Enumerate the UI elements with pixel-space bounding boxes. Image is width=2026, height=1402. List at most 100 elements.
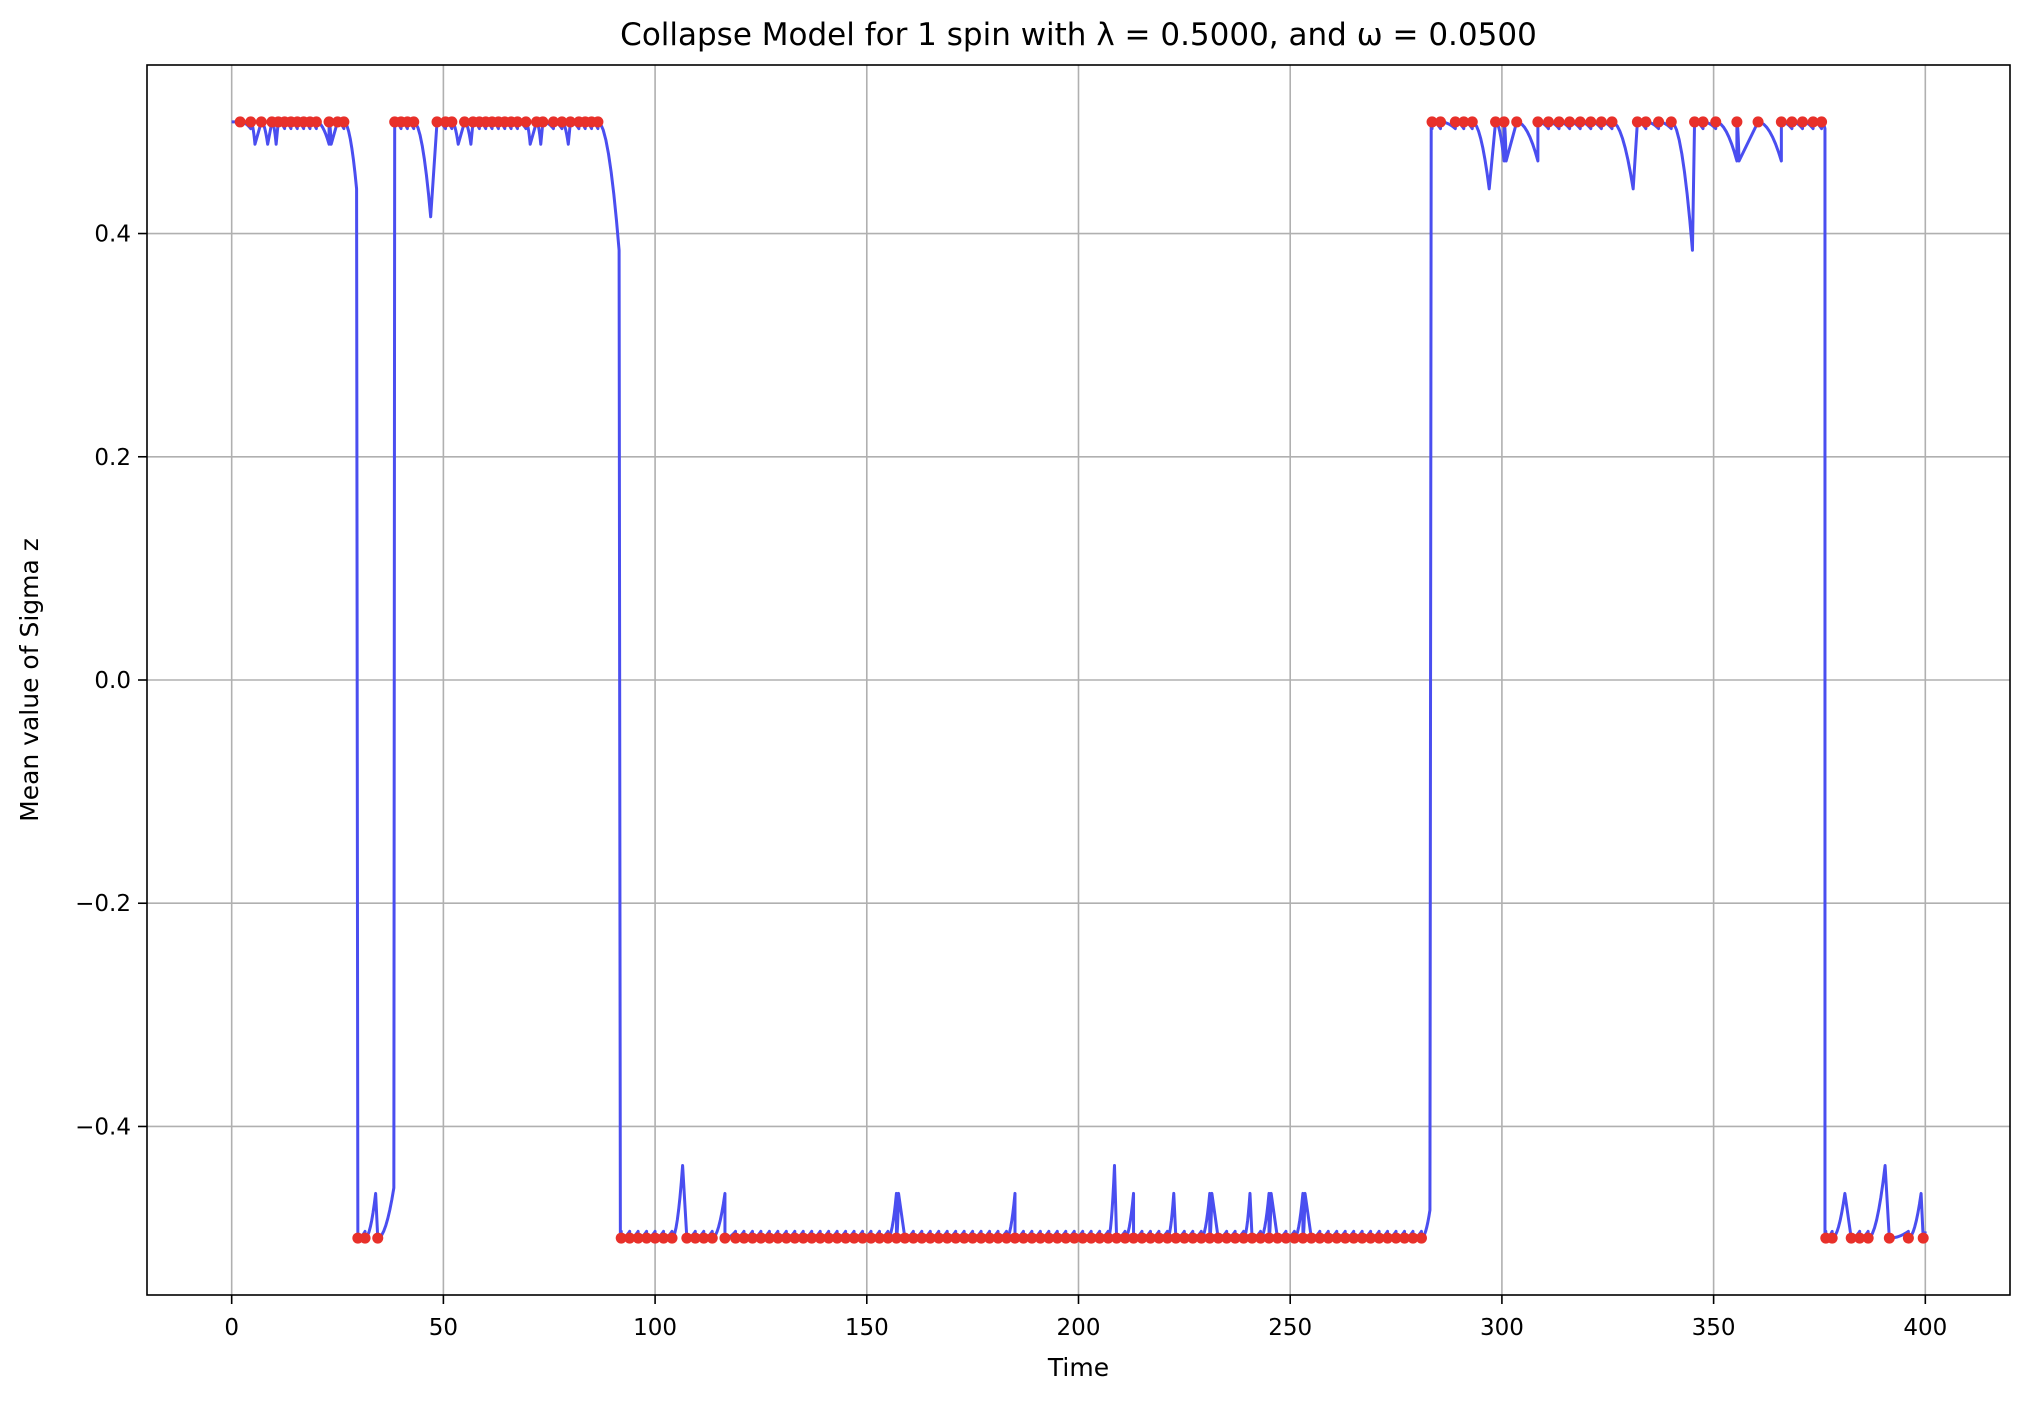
- collapse-event-marker: [746, 1232, 758, 1244]
- collapse-event-marker: [1786, 116, 1798, 128]
- collapse-event-marker: [1356, 1232, 1368, 1244]
- collapse-event-marker: [649, 1232, 661, 1244]
- collapse-event-marker: [1665, 116, 1677, 128]
- y-tick-label: 0.4: [94, 222, 131, 248]
- collapse-event-marker: [992, 1232, 1004, 1244]
- collapse-event-marker: [1511, 116, 1523, 128]
- collapse-event-marker: [1221, 1232, 1233, 1244]
- collapse-event-marker: [789, 1232, 801, 1244]
- collapse-event-marker: [941, 1232, 953, 1244]
- series-layer: [231, 116, 1929, 1244]
- collapse-event-marker: [698, 1232, 710, 1244]
- collapse-event-marker: [797, 1232, 809, 1244]
- collapse-event-marker: [1153, 1232, 1165, 1244]
- collapse-event-marker: [772, 1232, 784, 1244]
- collapse-event-marker: [520, 116, 532, 128]
- x-axis-label: Time: [1047, 1353, 1109, 1382]
- collapse-event-marker: [459, 116, 471, 128]
- x-tick-label: 50: [429, 1315, 458, 1341]
- collapse-event-marker: [234, 116, 246, 128]
- collapse-event-marker: [857, 1232, 869, 1244]
- collapse-event-marker: [658, 1232, 670, 1244]
- collapse-event-marker: [1331, 1232, 1343, 1244]
- chart-title: Collapse Model for 1 spin with λ = 0.500…: [620, 17, 1537, 53]
- collapse-event-marker: [624, 1232, 636, 1244]
- collapse-event-marker: [1187, 1232, 1199, 1244]
- collapse-event-marker: [1585, 116, 1597, 128]
- collapse-event-marker: [1043, 1232, 1055, 1244]
- collapse-event-marker: [984, 1232, 996, 1244]
- collapse-event-marker: [1314, 1232, 1326, 1244]
- y-axis-label: Mean value of Sigma z: [15, 538, 44, 822]
- collapse-event-marker: [408, 116, 420, 128]
- collapse-event-marker: [1498, 116, 1510, 128]
- collapse-event-marker: [1595, 116, 1607, 128]
- collapse-event-marker: [681, 1232, 693, 1244]
- collapse-event-marker: [1238, 1232, 1250, 1244]
- collapse-event-marker: [873, 1232, 885, 1244]
- collapse-event-marker: [1322, 1232, 1334, 1244]
- collapse-event-marker: [1807, 116, 1819, 128]
- collapse-event-marker: [916, 1232, 928, 1244]
- collapse-event-marker: [890, 1232, 902, 1244]
- collapse-event-marker: [592, 116, 604, 128]
- y-tick-label: −0.2: [75, 891, 131, 917]
- collapse-event-marker: [848, 1232, 860, 1244]
- collapse-event-marker: [1339, 1232, 1351, 1244]
- collapse-event-marker: [823, 1232, 835, 1244]
- collapse-event-marker: [1111, 1232, 1123, 1244]
- x-tick-label: 350: [1692, 1315, 1736, 1341]
- collapse-event-marker: [1532, 116, 1544, 128]
- collapse-event-marker: [1653, 116, 1665, 128]
- collapse-event-marker: [755, 1232, 767, 1244]
- collapse-event-marker: [1382, 1232, 1394, 1244]
- collapse-event-marker: [1305, 1232, 1317, 1244]
- collapse-event-marker: [1128, 1232, 1140, 1244]
- collapse-event-marker: [882, 1232, 894, 1244]
- collapse-event-marker: [1862, 1232, 1874, 1244]
- collapse-event-marker: [1094, 1232, 1106, 1244]
- collapse-event-marker: [1902, 1232, 1914, 1244]
- collapse-event-marker: [1365, 1232, 1377, 1244]
- collapse-event-marker: [1816, 116, 1828, 128]
- collapse-event-marker: [1373, 1232, 1385, 1244]
- collapse-event-marker: [1017, 1232, 1029, 1244]
- x-tick-label: 0: [224, 1315, 239, 1341]
- grid: [147, 65, 2010, 1295]
- collapse-event-marker: [1631, 116, 1643, 128]
- collapse-event-marker: [1060, 1232, 1072, 1244]
- collapse-event-marker: [1854, 1232, 1866, 1244]
- collapse-event-marker: [372, 1232, 384, 1244]
- collapse-event-marker: [958, 1232, 970, 1244]
- collapse-event-marker: [738, 1232, 750, 1244]
- collapse-event-marker: [245, 116, 257, 128]
- x-tick-label: 300: [1480, 1315, 1524, 1341]
- collapse-event-marker: [359, 1232, 371, 1244]
- collapse-event-marker: [1288, 1232, 1300, 1244]
- collapse-event-marker: [564, 116, 576, 128]
- collapse-event-marker: [1077, 1232, 1089, 1244]
- collapse-event-marker: [615, 1232, 627, 1244]
- collapse-event-marker: [1466, 116, 1478, 128]
- x-tick-label: 200: [1057, 1315, 1101, 1341]
- collapse-event-marker: [1458, 116, 1470, 128]
- collapse-event-marker: [1170, 1232, 1182, 1244]
- collapse-event-marker: [1068, 1232, 1080, 1244]
- collapse-event-marker: [1297, 1232, 1309, 1244]
- collapse-event-marker: [975, 1232, 987, 1244]
- collapse-event-marker: [899, 1232, 911, 1244]
- collapse-event-marker: [537, 116, 549, 128]
- collapse-event-marker: [689, 1232, 701, 1244]
- collapse-event-marker: [511, 116, 523, 128]
- x-tick-label: 150: [845, 1315, 889, 1341]
- collapse-event-marker: [1689, 116, 1701, 128]
- collapse-event-marker: [1752, 116, 1764, 128]
- collapse-event-marker: [865, 1232, 877, 1244]
- collapse-event-marker: [1606, 116, 1618, 128]
- collapse-event-marker: [1553, 116, 1565, 128]
- collapse-event-marker: [1542, 116, 1554, 128]
- collapse-event-marker: [1272, 1232, 1284, 1244]
